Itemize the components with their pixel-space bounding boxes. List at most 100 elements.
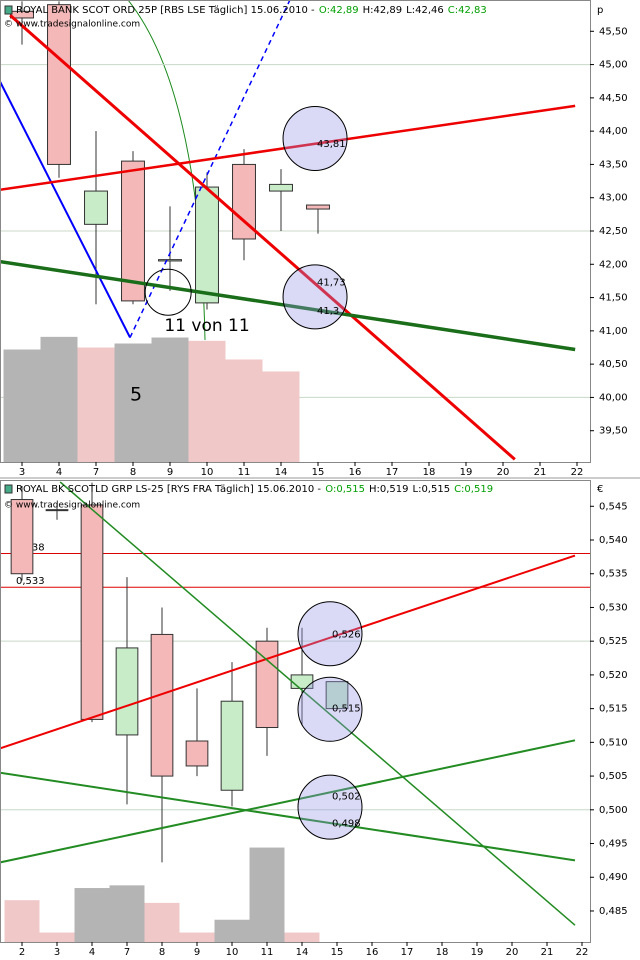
candle-body bbox=[121, 160, 145, 302]
chart-title: ROYAL BK SCOTLD GRP LS-25 [RYS FRA Tägli… bbox=[16, 484, 493, 495]
trend-line bbox=[1, 259, 576, 352]
chart-title: ROYAL BANK SCOT ORD 25P [RBS LSE Täglich… bbox=[16, 5, 487, 16]
x-tick-label: 17 bbox=[386, 467, 399, 478]
y-tick-label: 0,520 bbox=[599, 670, 628, 681]
x-tick-label: 14 bbox=[296, 947, 309, 958]
circle-label: 0,498 bbox=[332, 818, 361, 829]
volume-bar bbox=[39, 932, 75, 942]
y-tick-label: 0,525 bbox=[599, 636, 628, 647]
x-tick-label: 8 bbox=[130, 467, 136, 478]
volume-bar bbox=[40, 336, 78, 462]
x-tick-label: 7 bbox=[124, 947, 130, 958]
x-tick-label: 7 bbox=[93, 467, 99, 478]
trend-line bbox=[1, 81, 131, 338]
candle-body bbox=[195, 186, 219, 304]
panel: 43,81 41,73 41,3 11 von 11 5 bbox=[1, 1, 590, 462]
x-tick-label: 17 bbox=[401, 947, 414, 958]
x-tick-label: 18 bbox=[423, 467, 436, 478]
circle-label: 41,3 bbox=[317, 306, 339, 317]
quote-value: C:0,519 bbox=[454, 484, 493, 495]
title-icon bbox=[4, 484, 13, 494]
candle-body bbox=[232, 163, 256, 240]
horizontal-line-label: 0,533 bbox=[16, 576, 45, 587]
candle-body bbox=[150, 633, 174, 777]
candle-body bbox=[158, 259, 182, 262]
quote-value: H:0,519 bbox=[369, 484, 409, 495]
y-tick-label: 40,00 bbox=[599, 392, 628, 403]
candle-body bbox=[10, 499, 34, 575]
trend-line bbox=[1, 771, 576, 862]
volume-bar bbox=[284, 932, 320, 942]
trend-line bbox=[1, 739, 576, 864]
volume-bar bbox=[225, 359, 263, 462]
volume-bar bbox=[151, 337, 189, 462]
quote-value: O:42,89 bbox=[319, 5, 359, 16]
x-tick-label: 22 bbox=[571, 467, 584, 478]
y-tick-label: 43,00 bbox=[599, 193, 628, 204]
quote-value: O:0,515 bbox=[325, 484, 365, 495]
candle-body bbox=[325, 681, 349, 710]
x-tick-label: 20 bbox=[506, 947, 519, 958]
x-tick-label: 2 bbox=[19, 947, 25, 958]
y-tick-label: 44,50 bbox=[599, 93, 628, 104]
x-tick-label: 14 bbox=[275, 467, 288, 478]
annotation-circle bbox=[297, 601, 363, 667]
volume-bar bbox=[144, 902, 180, 942]
candle-body bbox=[255, 640, 279, 729]
annotation-circle bbox=[282, 105, 348, 171]
x-tick-label: 16 bbox=[349, 467, 362, 478]
volume-bar bbox=[114, 343, 152, 462]
x-tick-label: 10 bbox=[226, 947, 239, 958]
y-tick-label: 0,540 bbox=[599, 535, 628, 546]
quote-value: H:42,89 bbox=[363, 5, 403, 16]
y-tick-label: 0,490 bbox=[599, 872, 628, 883]
annotation-circle bbox=[282, 264, 348, 330]
y-tick-label: 0,535 bbox=[599, 569, 628, 580]
y-tick-label: 42,50 bbox=[599, 226, 628, 237]
trend-line bbox=[59, 481, 576, 926]
volume-bar bbox=[214, 919, 250, 942]
y-tick-label: 0,495 bbox=[599, 839, 628, 850]
trend-line bbox=[1, 104, 576, 191]
circle-label: 43,81 bbox=[317, 139, 346, 150]
x-tick-label: 19 bbox=[471, 947, 484, 958]
annotation-circle bbox=[144, 268, 192, 316]
source: © www.tradesignalonline.com bbox=[4, 20, 140, 30]
trend-line bbox=[9, 14, 516, 461]
x-tick-label: 4 bbox=[56, 467, 62, 478]
annotation-circle bbox=[297, 676, 363, 742]
x-tick-label: 9 bbox=[167, 467, 173, 478]
trend-line bbox=[1, 554, 576, 750]
y-tick-label: 40,50 bbox=[599, 359, 628, 370]
candle-body bbox=[45, 509, 69, 512]
y-tick-label: 39,50 bbox=[599, 426, 628, 437]
axis-unit: € bbox=[597, 484, 603, 495]
title-icon bbox=[4, 5, 13, 15]
y-tick-label: 0,485 bbox=[599, 906, 628, 917]
source: © www.tradesignalonline.com bbox=[4, 501, 140, 511]
x-tick-label: 16 bbox=[366, 947, 379, 958]
y-tick-label: 0,515 bbox=[599, 704, 628, 715]
volume-bar bbox=[4, 900, 40, 942]
annotation-text: 5 bbox=[130, 384, 142, 406]
title-text: ROYAL BK SCOTLD GRP LS-25 [RYS FRA Tägli… bbox=[16, 484, 321, 495]
circle-label: 0,502 bbox=[332, 791, 361, 802]
x-tick-label: 15 bbox=[331, 947, 344, 958]
candle-body bbox=[220, 700, 244, 791]
x-tick-label: 11 bbox=[238, 467, 251, 478]
x-tick-label: 11 bbox=[261, 947, 274, 958]
y-tick-label: 45,00 bbox=[599, 60, 628, 71]
candle-body bbox=[185, 740, 209, 767]
x-tick-label: 15 bbox=[312, 467, 325, 478]
y-tick-label: 0,545 bbox=[599, 501, 628, 512]
y-tick-label: 43,50 bbox=[599, 159, 628, 170]
x-tick-label: 21 bbox=[541, 947, 554, 958]
volume-bar bbox=[109, 885, 145, 942]
panel-labels: ROYAL BK SCOTLD GRP LS-25 [RYS FRA Tägli… bbox=[4, 484, 628, 958]
quote-value: C:42,83 bbox=[448, 5, 487, 16]
candle-body bbox=[84, 190, 108, 225]
volume-bar bbox=[77, 347, 115, 462]
quote-value: L:42,46 bbox=[406, 5, 444, 16]
x-tick-label: 18 bbox=[436, 947, 449, 958]
